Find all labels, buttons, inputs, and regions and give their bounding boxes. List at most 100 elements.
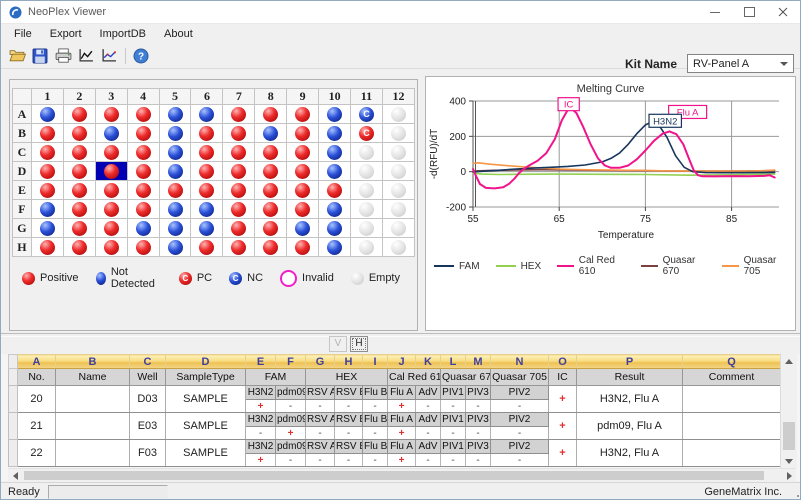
analyte-value[interactable]: - [306, 400, 335, 413]
well-A8[interactable] [255, 105, 287, 124]
well-F8[interactable] [255, 200, 287, 219]
analyte-value[interactable]: - [276, 400, 306, 413]
help-button[interactable]: ? [130, 45, 152, 66]
well-C8[interactable] [255, 143, 287, 162]
well-H1[interactable] [31, 238, 63, 257]
analyte-value[interactable]: - [363, 400, 388, 413]
well-E5[interactable] [159, 181, 191, 200]
well-D7[interactable] [223, 162, 255, 181]
well-D5[interactable] [159, 162, 191, 181]
well-A9[interactable] [287, 105, 319, 124]
well-C11[interactable] [351, 143, 383, 162]
analyte-value[interactable]: - [306, 454, 335, 467]
cell-comment[interactable] [683, 413, 781, 440]
well-G3[interactable] [95, 219, 127, 238]
well-D11[interactable] [351, 162, 383, 181]
well-F5[interactable] [159, 200, 191, 219]
well-E9[interactable] [287, 181, 319, 200]
well-G10[interactable] [319, 219, 351, 238]
menu-item-about[interactable]: About [155, 26, 202, 42]
column-letter-B[interactable]: B [56, 355, 130, 369]
well-C3[interactable] [95, 143, 127, 162]
well-B8[interactable] [255, 124, 287, 143]
well-E12[interactable] [382, 181, 414, 200]
table-row[interactable]: 21E03SAMPLEH3N2pdm09RSV ARSV BFlu BFlu A… [9, 413, 781, 427]
well-D10[interactable] [319, 162, 351, 181]
column-letter-A[interactable]: A [18, 355, 56, 369]
well-A12[interactable] [382, 105, 414, 124]
well-H6[interactable] [191, 238, 223, 257]
cell-comment[interactable] [683, 440, 781, 467]
cell-well[interactable]: D03 [130, 386, 166, 413]
well-H12[interactable] [382, 238, 414, 257]
well-C10[interactable] [319, 143, 351, 162]
menu-item-file[interactable]: File [5, 26, 41, 42]
cell-well[interactable]: F03 [130, 440, 166, 467]
resize-grip[interactable] [797, 495, 799, 497]
well-E6[interactable] [191, 181, 223, 200]
column-letter-D[interactable]: D [166, 355, 246, 369]
analyte-value[interactable]: + [388, 400, 416, 413]
well-F12[interactable] [382, 200, 414, 219]
vertical-scroll-thumb[interactable] [783, 422, 795, 450]
analyte-value[interactable]: - [466, 400, 491, 413]
well-F10[interactable] [319, 200, 351, 219]
cell-result[interactable]: H3N2, Flu A [577, 386, 683, 413]
cell-no[interactable]: 20 [18, 386, 56, 413]
cell-name[interactable] [56, 413, 130, 440]
save-button[interactable] [29, 45, 51, 66]
analyte-value[interactable]: - [363, 454, 388, 467]
scroll-right-button[interactable] [782, 469, 796, 481]
cell-no[interactable]: 22 [18, 440, 56, 467]
vertical-view-button[interactable]: V [329, 336, 347, 352]
analyte-value[interactable]: - [466, 427, 491, 440]
minimize-button[interactable] [698, 1, 732, 23]
well-B12[interactable] [382, 124, 414, 143]
well-G5[interactable] [159, 219, 191, 238]
column-letter-G[interactable]: G [306, 355, 335, 369]
well-F7[interactable] [223, 200, 255, 219]
analyte-value[interactable]: - [276, 454, 306, 467]
well-A6[interactable] [191, 105, 223, 124]
well-C2[interactable] [63, 143, 95, 162]
column-letter-Q[interactable]: Q [683, 355, 781, 369]
analyte-value[interactable]: + [276, 427, 306, 440]
cell-ic[interactable]: + [549, 386, 577, 413]
vertical-scrollbar[interactable] [780, 354, 797, 468]
well-F6[interactable] [191, 200, 223, 219]
well-G9[interactable] [287, 219, 319, 238]
well-B5[interactable] [159, 124, 191, 143]
well-D8[interactable] [255, 162, 287, 181]
well-B11[interactable]: C [351, 124, 383, 143]
well-A7[interactable] [223, 105, 255, 124]
cell-result[interactable]: H3N2, Flu A [577, 440, 683, 467]
well-H3[interactable] [95, 238, 127, 257]
print-button[interactable] [52, 45, 74, 66]
well-F11[interactable] [351, 200, 383, 219]
well-A2[interactable] [63, 105, 95, 124]
well-C4[interactable] [127, 143, 159, 162]
cell-comment[interactable] [683, 386, 781, 413]
well-D1[interactable] [31, 162, 63, 181]
horizontal-scrollbar[interactable] [8, 468, 796, 481]
analyte-value[interactable]: - [491, 400, 549, 413]
kit-name-select[interactable]: RV-Panel A [687, 54, 794, 73]
cell-sample-type[interactable]: SAMPLE [166, 413, 246, 440]
analyte-value[interactable]: - [363, 427, 388, 440]
well-C6[interactable] [191, 143, 223, 162]
cell-name[interactable] [56, 386, 130, 413]
well-D12[interactable] [382, 162, 414, 181]
well-E10[interactable] [319, 181, 351, 200]
column-letter-I[interactable]: I [363, 355, 388, 369]
well-G12[interactable] [382, 219, 414, 238]
column-letter-P[interactable]: P [577, 355, 683, 369]
cell-well[interactable]: E03 [130, 413, 166, 440]
cell-ic[interactable]: + [549, 413, 577, 440]
horizontal-splitter[interactable] [1, 333, 801, 337]
analyte-value[interactable]: + [246, 400, 276, 413]
cell-no[interactable]: 21 [18, 413, 56, 440]
maximize-button[interactable] [732, 1, 766, 23]
table-row[interactable]: 22F03SAMPLEH3N2pdm09RSV ARSV BFlu BFlu A… [9, 440, 781, 454]
well-H4[interactable] [127, 238, 159, 257]
analyte-value[interactable]: - [306, 427, 335, 440]
